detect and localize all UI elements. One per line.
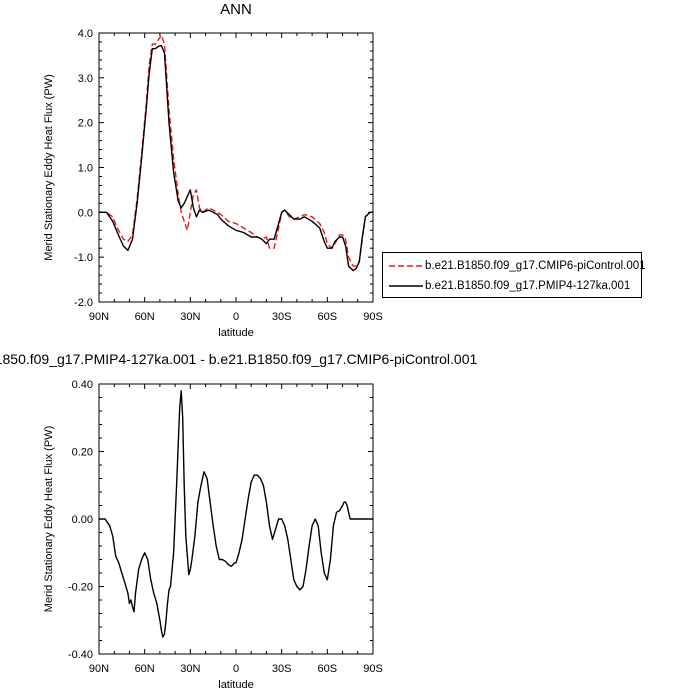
p1-xtick-label: 30S bbox=[272, 311, 292, 323]
p1-xtick-label: 60S bbox=[318, 311, 338, 323]
legend: b.e21.B1850.f09_g17.CMIP6-piControl.001 … bbox=[382, 252, 646, 298]
p1-xtick-label: 30N bbox=[180, 311, 200, 323]
p1-x-axis-label: latitude bbox=[218, 327, 253, 339]
p1-y-axis-label: Merid Stationary Eddy Heat Flux (PW) bbox=[43, 74, 55, 260]
p1-ytick-label: 2.0 bbox=[78, 118, 93, 130]
p2-series-line-0 bbox=[99, 390, 373, 638]
p1-xtick-label: 60N bbox=[135, 311, 155, 323]
p2-xtick-label: 30S bbox=[272, 663, 292, 675]
p1-series-line-1 bbox=[99, 44, 373, 272]
p2-chart-title: 1850.f09_g17.PMIP4-127ka.001 - b.e21.B18… bbox=[0, 351, 477, 367]
p1-series-line-0 bbox=[99, 34, 373, 267]
p2-ytick-label: 0.40 bbox=[72, 379, 93, 391]
legend-label-control: b.e21.B1850.f09_g17.CMIP6-piControl.001 bbox=[425, 260, 646, 272]
p1-ytick-label: 1.0 bbox=[78, 163, 93, 175]
p2-ytick-label: -0.20 bbox=[68, 582, 93, 594]
p2-xtick-label: 30N bbox=[180, 663, 200, 675]
p1-ytick-label: 4.0 bbox=[78, 28, 93, 40]
legend-entry-127ka: b.e21.B1850.f09_g17.PMIP4-127ka.001 bbox=[389, 277, 630, 295]
p2-ytick-label: -0.40 bbox=[68, 649, 93, 661]
p2-xtick-label: 90N bbox=[89, 663, 109, 675]
p2-xtick-label: 60S bbox=[318, 663, 338, 675]
legend-swatch-solid-black bbox=[389, 285, 423, 287]
p2-xtick-label: 60N bbox=[135, 663, 155, 675]
legend-swatch-dashed-red bbox=[389, 265, 423, 267]
p2-ytick-label: 0.20 bbox=[72, 447, 93, 459]
p1-xtick-label: 90S bbox=[363, 311, 383, 323]
p1-chart-title: ANN bbox=[220, 1, 252, 18]
p2-plot-frame bbox=[98, 383, 374, 655]
p2-xtick-label: 0 bbox=[233, 663, 239, 675]
p2-xtick-label: 90S bbox=[363, 663, 383, 675]
legend-label-127ka: b.e21.B1850.f09_g17.PMIP4-127ka.001 bbox=[425, 280, 631, 292]
p1-xtick-label: 90N bbox=[89, 311, 109, 323]
p1-ytick-label: -2.0 bbox=[74, 297, 93, 309]
p2-x-axis-label: latitude bbox=[218, 679, 253, 691]
legend-entry-control: b.e21.B1850.f09_g17.CMIP6-piControl.001 bbox=[389, 257, 646, 275]
p2-ytick-label: 0.00 bbox=[72, 514, 93, 526]
p1-ytick-label: -1.0 bbox=[74, 252, 93, 264]
p1-ytick-label: 3.0 bbox=[78, 73, 93, 85]
p1-ytick-label: 0.0 bbox=[78, 207, 93, 219]
p2-y-axis-label: Merid Stationary Eddy Heat Flux (PW) bbox=[43, 426, 55, 612]
p1-xtick-label: 0 bbox=[233, 311, 239, 323]
